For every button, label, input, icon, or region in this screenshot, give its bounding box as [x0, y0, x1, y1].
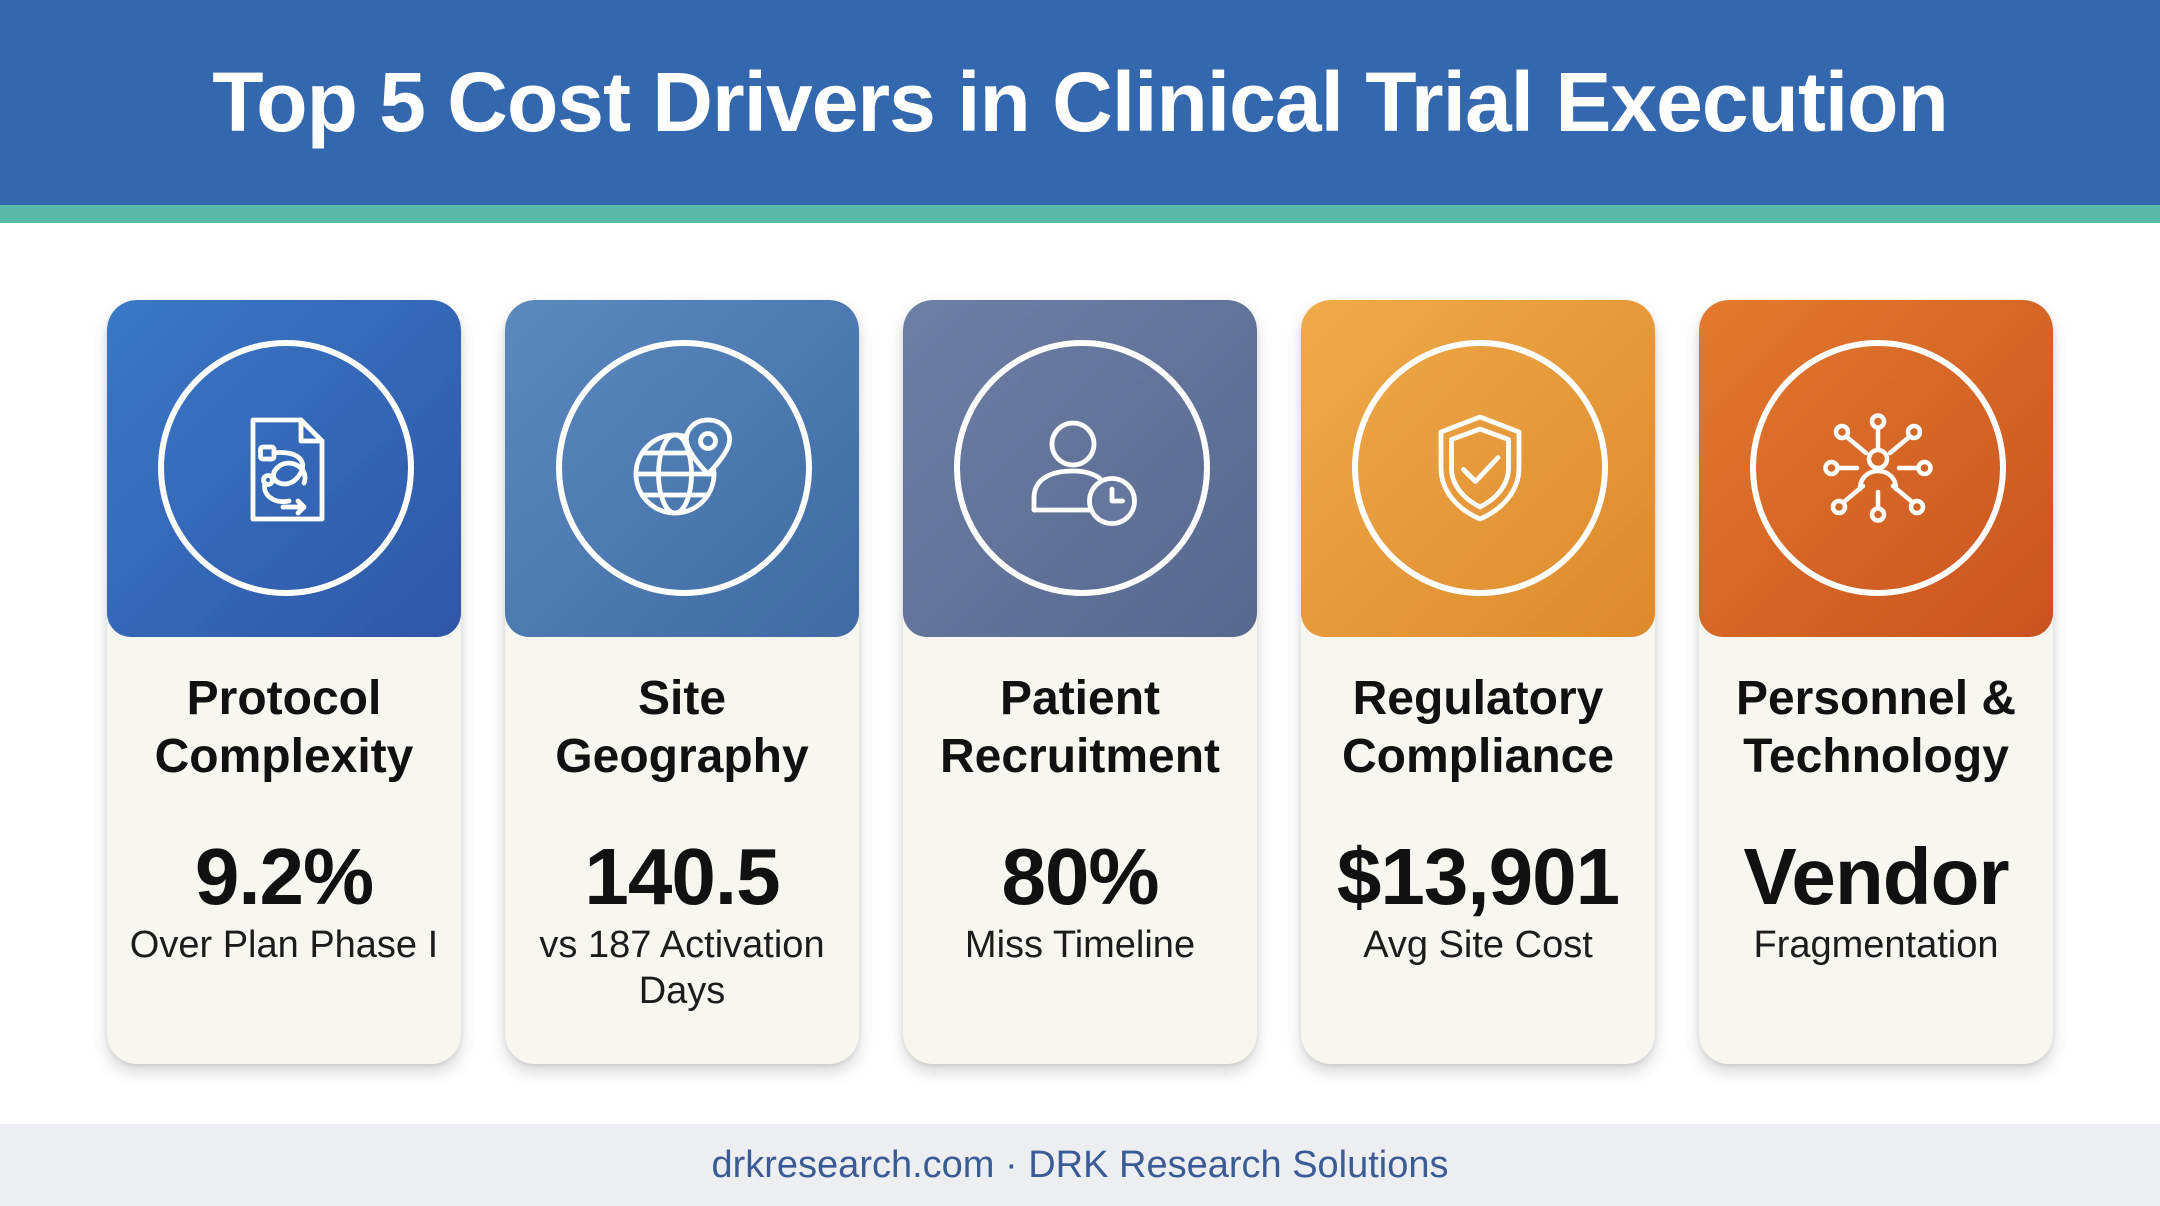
footer-credit: drkresearch.com · DRK Research Solutions	[711, 1143, 1449, 1186]
card-header-panel	[107, 300, 461, 637]
card-title: Regulatory Compliance	[1341, 672, 1615, 783]
page-title: Top 5 Cost Drivers in Clinical Trial Exe…	[212, 55, 1949, 149]
footer-bar: drkresearch.com · DRK Research Solutions	[0, 1124, 2160, 1206]
card-value: 9.2%	[194, 832, 374, 921]
document-workflow-icon	[158, 340, 414, 596]
card-value: $13,901	[1336, 832, 1620, 921]
card-subtitle: Over Plan Phase I	[129, 924, 439, 966]
user-clock-icon	[954, 340, 1210, 596]
card-subtitle: Fragmentation	[1753, 924, 1999, 966]
header-banner: Top 5 Cost Drivers in Clinical Trial Exe…	[0, 0, 2160, 205]
cost-driver-cards: Protocol Complexity 9.2% Over Plan Phase…	[107, 300, 2053, 1064]
card-subtitle: Miss Timeline	[964, 924, 1196, 966]
card-subtitle: vs 187 Activation Days	[539, 924, 825, 1012]
card-header-panel	[505, 300, 859, 637]
card-subtitle: Avg Site Cost	[1363, 924, 1593, 966]
shield-check-icon	[1352, 340, 1608, 596]
card-title: Patient Recruitment	[939, 672, 1221, 783]
network-person-icon	[1750, 340, 2006, 596]
card-title: Protocol Complexity	[154, 672, 414, 783]
card-header-panel	[903, 300, 1257, 637]
card-title: Personnel & Technology	[1735, 672, 2017, 783]
card-protocol-complexity: Protocol Complexity 9.2% Over Plan Phase…	[107, 300, 461, 1064]
card-value: 80%	[1001, 832, 1159, 921]
card-value: 140.5	[584, 832, 780, 921]
card-title: Site Geography	[555, 672, 809, 783]
card-header-panel	[1699, 300, 2053, 637]
card-value: Vendor	[1743, 832, 2009, 921]
card-header-panel	[1301, 300, 1655, 637]
card-patient-recruitment: Patient Recruitment 80% Miss Timeline	[903, 300, 1257, 1064]
globe-location-icon	[556, 340, 812, 596]
header-accent-stripe	[0, 205, 2160, 223]
card-site-geography: Site Geography 140.5 vs 187 Activation D…	[505, 300, 859, 1064]
card-regulatory-compliance: Regulatory Compliance $13,901 Avg Site C…	[1301, 300, 1655, 1064]
card-personnel-technology: Personnel & Technology Vendor Fragmentat…	[1699, 300, 2053, 1064]
